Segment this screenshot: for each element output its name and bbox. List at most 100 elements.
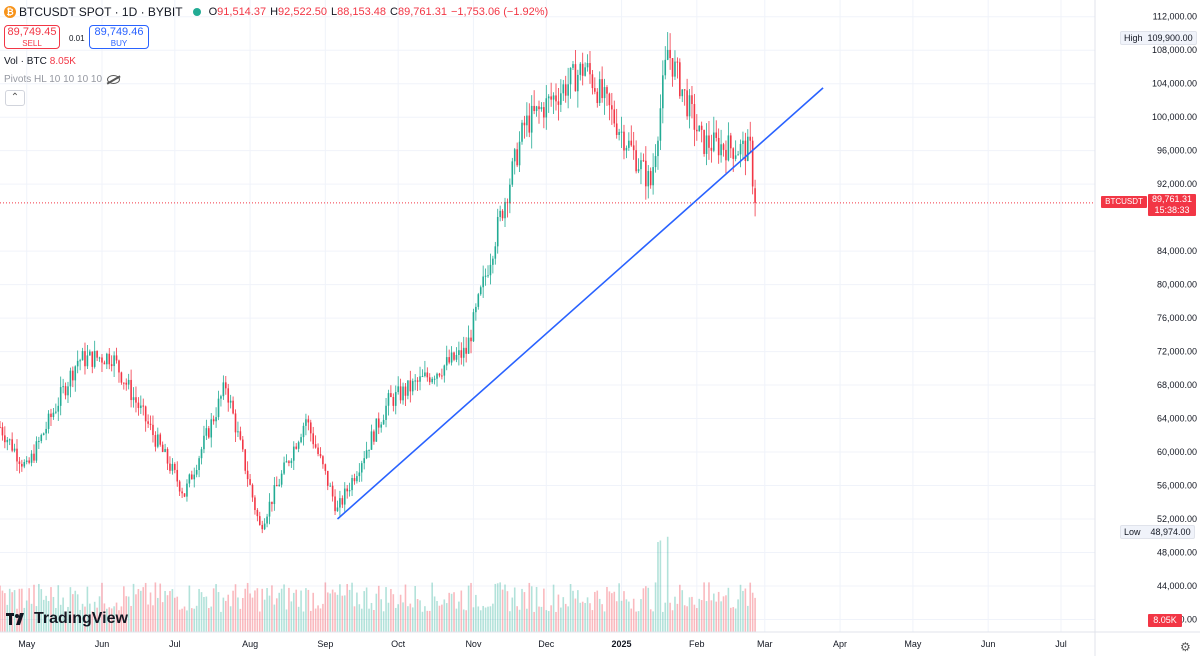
high-marker-label: High [1124, 33, 1143, 43]
volume-bar [307, 589, 310, 632]
candle-body [402, 386, 404, 401]
price-tick-label: 52,000.00 [1157, 514, 1197, 524]
volume-bar [67, 606, 69, 632]
candle-body [62, 386, 64, 388]
volume-bar [234, 584, 237, 632]
candle-body [319, 454, 322, 457]
candle-body [385, 405, 387, 420]
candle-body [244, 449, 247, 471]
volume-bar [751, 592, 754, 632]
symbol-title[interactable]: BTCUSDT SPOT · 1D · BYBIT [19, 5, 183, 19]
volume-bar [754, 597, 756, 632]
candle-body [198, 458, 200, 470]
volume-bar [472, 607, 475, 632]
trendline[interactable] [336, 87, 824, 520]
open-label: O [208, 6, 218, 18]
settings-gear-icon[interactable]: ⚙ [1180, 640, 1191, 654]
volume-bar [28, 588, 30, 632]
sell-button[interactable]: 89,749.45 SELL [4, 25, 60, 49]
candle-body [1, 427, 4, 436]
candle-body [251, 484, 254, 498]
candle-body [620, 131, 623, 133]
volume-bar [465, 610, 467, 632]
candle-body [314, 444, 317, 448]
collapse-legend-button[interactable]: ⌃ [5, 90, 25, 106]
volume-bar [292, 592, 295, 632]
volume-bar [560, 607, 562, 632]
volume-bar [484, 607, 487, 632]
volume-bar [421, 611, 424, 632]
volume-bar [725, 595, 727, 632]
volume-bar [212, 588, 215, 632]
time-tick-label: May [904, 639, 922, 649]
volume-bar [169, 591, 171, 632]
candle-body [465, 347, 467, 354]
candle-body [390, 393, 392, 398]
candle-body [140, 405, 142, 409]
candle-body [81, 351, 84, 361]
volume-bar [509, 611, 511, 632]
candle-body [59, 387, 62, 406]
candle-body [246, 470, 249, 480]
volume-bar [458, 601, 460, 632]
time-scale[interactable]: May Jun Jul Aug Sep Oct Nov Dec 2025 Feb Mar Apr May… [18, 639, 1067, 649]
time-tick-label: Feb [689, 639, 705, 649]
buy-button[interactable]: 89,749.46 BUY [89, 25, 149, 49]
volume-bar [113, 606, 115, 632]
candle-body [353, 478, 356, 482]
volume-bar [191, 608, 193, 632]
candle-body [74, 366, 77, 381]
candle-body [120, 372, 123, 383]
candle-body [212, 419, 215, 422]
price-tick-label: 92,000.00 [1157, 179, 1197, 189]
volume-legend[interactable]: Vol · BTC 8.05K [4, 56, 76, 67]
volume-bar [615, 601, 618, 632]
volume-bar [407, 606, 409, 632]
candle-body [154, 435, 157, 447]
candle-body [52, 412, 55, 418]
candle-body [421, 376, 424, 378]
candle-body [370, 431, 373, 450]
volume-bar [601, 604, 603, 632]
hidden-eye-icon[interactable] [107, 75, 121, 84]
volume-bar [159, 583, 162, 632]
volume-bar [608, 591, 611, 632]
volume-bar [183, 606, 186, 632]
volume-bar [467, 585, 470, 632]
candle-body [115, 355, 118, 361]
candle-body [533, 105, 535, 111]
candle-body [662, 75, 664, 109]
tradingview-logo[interactable]: TradingView [6, 610, 128, 628]
candle-body [205, 428, 208, 436]
volume-bar [747, 605, 749, 632]
candle-body [322, 456, 324, 465]
volume-bar [339, 584, 341, 632]
sell-label: SELL [22, 39, 42, 48]
volume-bar [324, 582, 327, 632]
volume-bar [115, 602, 118, 632]
symbol-tag: BTCUSDT [1101, 196, 1147, 208]
candle-body [84, 351, 86, 367]
volume-bar [547, 611, 550, 632]
candle-body [237, 431, 239, 433]
candle-body [297, 442, 300, 449]
volume-bar [603, 611, 606, 632]
candle-body [734, 155, 737, 159]
candle-body [683, 89, 686, 91]
price-scale[interactable]: 112,000.00 108,000.00 104,000.00 100,000.00… [1152, 12, 1197, 625]
candle-body [292, 446, 295, 461]
candle-body [215, 417, 217, 422]
volume-bar [203, 597, 205, 632]
volume-bar [654, 582, 657, 632]
volume-bar [640, 599, 642, 632]
candle-body [193, 474, 196, 480]
candle-body [720, 144, 722, 156]
candle-body [579, 63, 582, 75]
candle-body [499, 210, 501, 217]
candle-body [147, 421, 149, 424]
candle-body [169, 463, 171, 471]
candle-body [414, 380, 416, 382]
volume-bar [630, 608, 633, 632]
pivots-legend[interactable]: Pivots HL 10 10 10 10 [4, 74, 121, 85]
